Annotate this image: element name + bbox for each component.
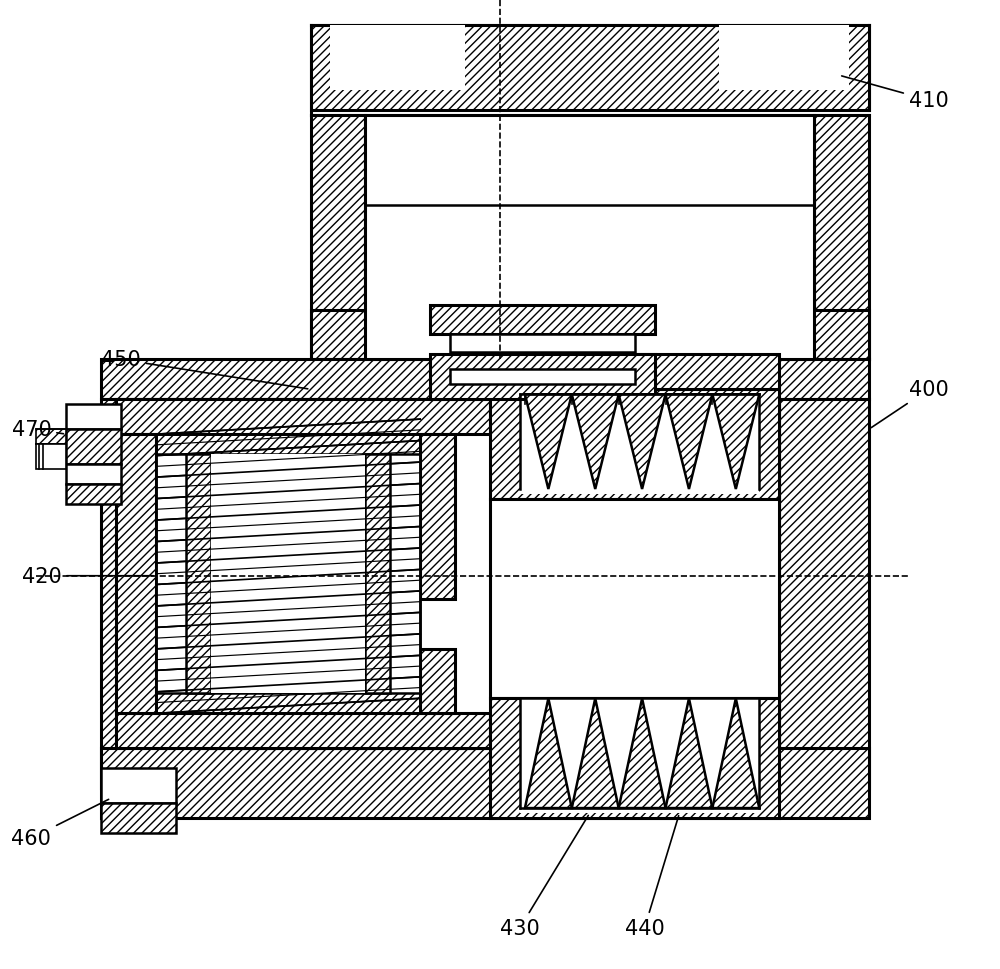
Bar [420, 649, 455, 713]
Polygon shape [712, 699, 759, 808]
Bar [311, 310, 869, 360]
Bar [330, 26, 465, 91]
Bar [719, 26, 849, 91]
Bar [490, 499, 779, 699]
Bar [365, 454, 390, 694]
Bar [191, 400, 779, 748]
Polygon shape [619, 394, 666, 489]
Polygon shape [572, 699, 619, 808]
Bar [116, 435, 156, 713]
Bar [66, 464, 121, 484]
Bar [779, 400, 869, 789]
Bar [66, 405, 121, 429]
Bar [156, 694, 420, 713]
Bar [156, 435, 420, 713]
Bar [450, 335, 635, 353]
Bar [101, 803, 176, 833]
Bar [101, 748, 869, 818]
Bar [101, 400, 191, 789]
Bar [311, 116, 365, 360]
Bar [450, 370, 635, 385]
Bar [186, 454, 211, 694]
Bar [520, 394, 759, 494]
Text: 430: 430 [500, 816, 588, 938]
Text: 470: 470 [12, 420, 63, 440]
Bar [116, 713, 490, 748]
Bar [101, 360, 869, 400]
Bar [36, 445, 66, 470]
Polygon shape [712, 394, 759, 489]
Text: 460: 460 [11, 799, 109, 848]
Bar [66, 429, 121, 464]
Polygon shape [666, 699, 712, 808]
Text: 420: 420 [22, 566, 153, 586]
Text: 400: 400 [871, 380, 949, 428]
Bar [365, 116, 814, 360]
Bar [430, 355, 655, 400]
Text: 450: 450 [101, 350, 308, 390]
Bar [430, 305, 655, 335]
Bar [211, 454, 365, 694]
Polygon shape [619, 699, 666, 808]
Polygon shape [525, 699, 572, 808]
Bar [490, 390, 779, 499]
Text: 410: 410 [842, 77, 949, 111]
Bar [36, 429, 66, 445]
Bar [420, 435, 455, 599]
Bar [101, 768, 176, 803]
Polygon shape [525, 394, 572, 489]
Bar [156, 435, 420, 454]
Bar [116, 400, 490, 435]
Bar [814, 116, 869, 360]
Bar [490, 355, 779, 390]
Bar [311, 26, 869, 111]
Bar [66, 484, 121, 505]
Bar [490, 699, 779, 818]
Bar [520, 699, 759, 813]
Polygon shape [666, 394, 712, 489]
Polygon shape [572, 394, 619, 489]
Text: 440: 440 [625, 816, 679, 938]
